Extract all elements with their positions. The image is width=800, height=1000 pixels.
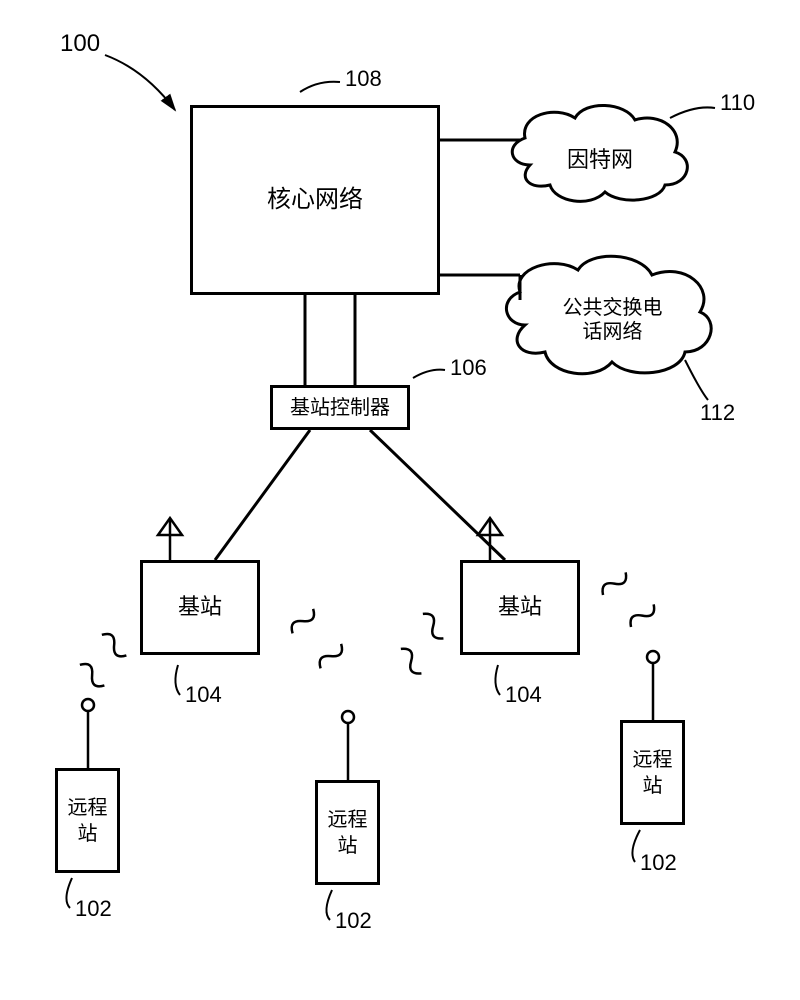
ref-100: 100 bbox=[60, 30, 100, 58]
edge-bsc-bs-left bbox=[215, 430, 310, 560]
wave-bsl-rs2-b bbox=[316, 640, 346, 672]
ref-102-3: 102 bbox=[640, 850, 677, 876]
leader-112 bbox=[685, 360, 708, 400]
wave-bsr-rs2-b bbox=[396, 645, 426, 677]
rs2-label: 远程站 bbox=[328, 807, 368, 859]
antenna-rs1 bbox=[82, 699, 94, 768]
bs-left-label: 基站 bbox=[178, 593, 222, 622]
ref-102-1: 102 bbox=[75, 896, 112, 922]
leader-104r bbox=[495, 665, 500, 695]
leader-106 bbox=[413, 370, 445, 378]
ref-110: 110 bbox=[720, 90, 755, 116]
bsc-label: 基站控制器 bbox=[290, 395, 390, 421]
wave-bsl-rs2-a bbox=[288, 605, 318, 637]
cloud-pstn bbox=[506, 256, 711, 373]
wave-bsl-rs1-a bbox=[98, 630, 130, 660]
node-bs-right: 基站 bbox=[460, 560, 580, 655]
wave-bsl-rs1-b bbox=[76, 660, 108, 690]
ref-104-left: 104 bbox=[185, 682, 222, 708]
node-rs1: 远程站 bbox=[55, 768, 120, 873]
wave-bsr-rs2-a bbox=[418, 610, 448, 642]
node-bsc: 基站控制器 bbox=[270, 385, 410, 430]
antenna-rs3 bbox=[647, 651, 659, 720]
node-core-network: 核心网络 bbox=[190, 105, 440, 295]
antenna-bs-left bbox=[158, 518, 182, 560]
ref-108: 108 bbox=[345, 66, 382, 92]
leader-104l bbox=[175, 665, 180, 695]
rs1-label: 远程站 bbox=[68, 795, 108, 847]
core-network-label: 核心网络 bbox=[267, 184, 363, 215]
cloud-internet bbox=[512, 105, 687, 201]
ref-102-2: 102 bbox=[335, 908, 372, 934]
leader-108 bbox=[300, 82, 340, 92]
rs3-label: 远程站 bbox=[633, 747, 673, 799]
node-rs2: 远程站 bbox=[315, 780, 380, 885]
node-rs3: 远程站 bbox=[620, 720, 685, 825]
leader-102-2 bbox=[326, 890, 332, 920]
ref-112: 112 bbox=[700, 400, 735, 426]
leader-102-3 bbox=[632, 830, 640, 862]
node-bs-left: 基站 bbox=[140, 560, 260, 655]
leader-system bbox=[105, 55, 175, 110]
leader-110 bbox=[670, 107, 715, 118]
wave-bsr-rs3-a bbox=[599, 568, 630, 599]
bs-right-label: 基站 bbox=[498, 593, 542, 622]
ref-104-right: 104 bbox=[505, 682, 542, 708]
antenna-rs2 bbox=[342, 711, 354, 780]
edge-bsc-bs-right bbox=[370, 430, 505, 560]
leader-102-1 bbox=[66, 878, 72, 908]
ref-106: 106 bbox=[450, 355, 487, 381]
wave-bsr-rs3-b bbox=[627, 600, 658, 631]
